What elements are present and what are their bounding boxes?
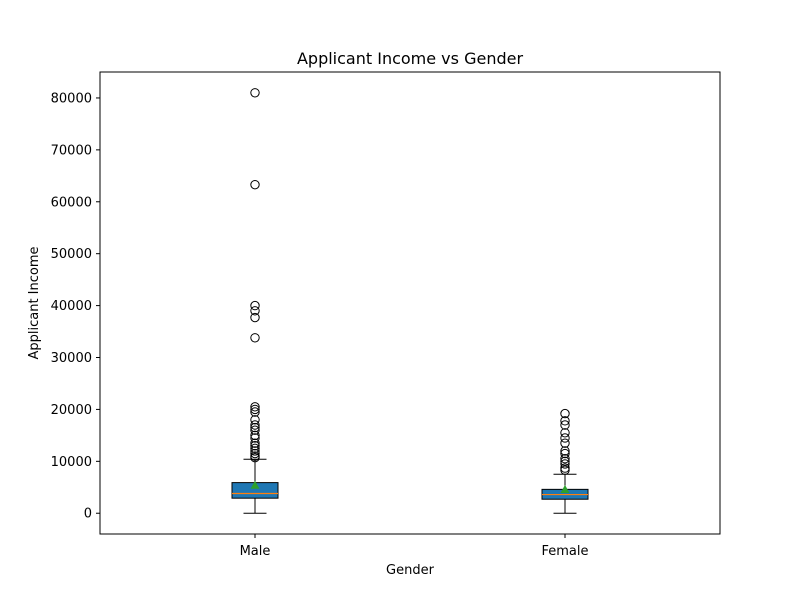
y-tick-label: 40000 (51, 299, 92, 314)
outlier-point (560, 459, 570, 469)
outlier-point (560, 428, 570, 438)
outlier-point (250, 422, 260, 433)
chart-title: Applicant Income vs Gender (297, 49, 523, 68)
outlier-point (250, 448, 260, 459)
y-tick-label: 30000 (51, 351, 92, 366)
outlier-point (250, 312, 260, 323)
outlier-point (250, 306, 260, 316)
outlier-point (250, 433, 260, 443)
x-tick-label: Female (541, 544, 588, 559)
outlier-point (250, 179, 260, 190)
y-tick-label: 10000 (51, 455, 92, 470)
outlier-point (560, 456, 570, 467)
outlier-point (250, 441, 260, 451)
outlier-point (250, 300, 260, 311)
outlier-point (250, 430, 260, 441)
y-tick-label: 60000 (51, 195, 92, 210)
outlier-point (250, 402, 260, 412)
x-axis-label: Gender (386, 563, 435, 578)
plot-area: 0 10000 20000 30000 40000 50000 60000 70000 8000… (51, 71, 721, 559)
outlier-point (560, 416, 570, 426)
outlier-point (560, 433, 570, 443)
mean-marker (560, 484, 570, 493)
outlier-point (250, 443, 260, 454)
outlier-point (250, 88, 260, 98)
outlier-point (250, 407, 260, 417)
x-tick-label: Male (240, 544, 271, 559)
outlier-point (560, 463, 570, 473)
y-axis-label: Applicant Income (27, 246, 42, 359)
outlier-point (560, 420, 570, 430)
outlier-point (560, 446, 570, 456)
outlier-point (250, 451, 260, 461)
y-tick-label: 20000 (51, 403, 92, 418)
plot-frame (99, 71, 721, 535)
y-tick-label: 80000 (51, 91, 92, 106)
outlier-point (250, 404, 260, 415)
outlier-point (560, 408, 570, 419)
y-tick-label: 70000 (51, 143, 92, 158)
outlier-point (560, 438, 570, 448)
outlier-point (560, 448, 570, 459)
outlier-point (250, 446, 260, 456)
outlier-point (250, 333, 260, 343)
outlier-point (250, 420, 260, 430)
outlier-point (250, 438, 260, 448)
outlier-point (250, 425, 260, 435)
mean-marker (250, 480, 260, 489)
y-tick-label: 0 (84, 507, 92, 522)
y-tick-label: 50000 (51, 247, 92, 262)
outlier-point (560, 454, 570, 464)
outlier-point (250, 415, 260, 425)
